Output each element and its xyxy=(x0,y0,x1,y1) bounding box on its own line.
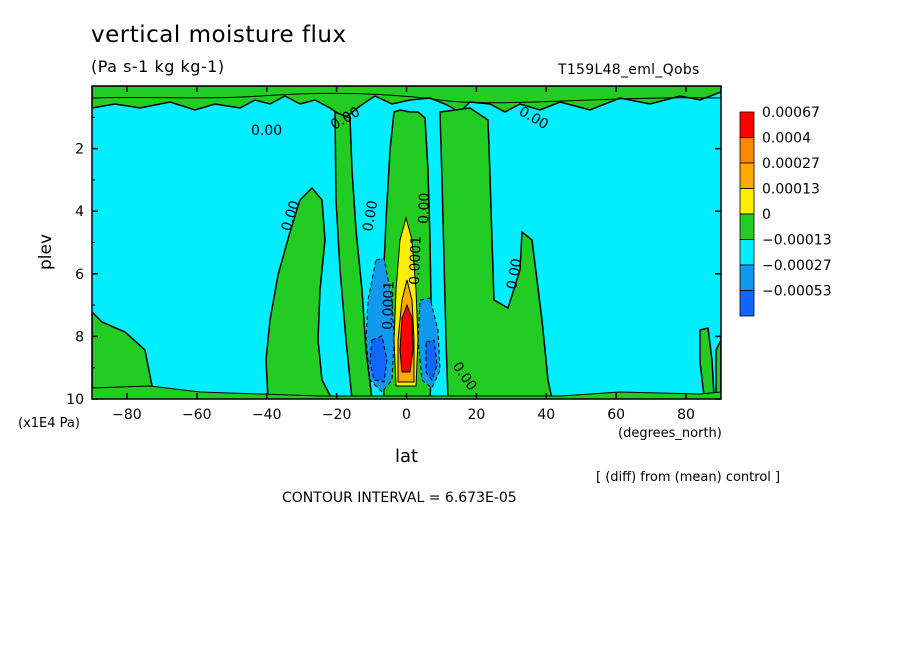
x-tick-label: 60 xyxy=(607,407,625,423)
x-axis-label: lat xyxy=(395,446,419,467)
contour-region-bottom-band xyxy=(92,385,721,399)
x-tick-label: −40 xyxy=(252,407,282,423)
contour-region-right-edge xyxy=(715,339,721,399)
contour-label: 0.00 xyxy=(504,257,525,290)
y-axis-ticks: 2 4 6 8 10 xyxy=(66,116,721,408)
contour-interval-label: CONTOUR INTERVAL = 6.673E-05 xyxy=(282,490,517,506)
x-tick-label: 80 xyxy=(677,407,695,423)
x-axis-ticks: −80 −60 −40 −20 0 20 40 60 80 xyxy=(112,86,695,423)
y-tick-label: 4 xyxy=(75,204,84,220)
legend-label: 0.00027 xyxy=(762,156,820,172)
y-axis-unit: (x1E4 Pa) xyxy=(18,416,80,431)
x-tick-label: −20 xyxy=(322,407,352,423)
legend-label: −0.00027 xyxy=(762,258,832,274)
diff-annotation: [ (diff) from (mean) control ] xyxy=(596,470,781,485)
legend-swatch xyxy=(739,290,755,317)
contour-region-positive-red xyxy=(399,303,414,373)
chart-title: vertical moisture flux xyxy=(91,22,347,48)
contour-label: 0.0001 xyxy=(380,281,398,331)
chart-subtitle-units: (Pa s-1 kg kg-1) xyxy=(91,57,225,76)
y-tick-label: 6 xyxy=(75,267,84,283)
legend-label: 0.0004 xyxy=(762,131,811,147)
y-tick-label: 10 xyxy=(66,392,84,408)
y-tick-label: 2 xyxy=(75,142,84,158)
contour-label: 0.00 xyxy=(416,192,433,224)
legend-swatch xyxy=(739,137,755,164)
contour-region-negative-right-core xyxy=(425,339,438,382)
legend-swatch xyxy=(739,264,755,291)
run-name-label: T159L48_eml_Qobs xyxy=(558,62,700,78)
x-tick-label: 0 xyxy=(402,407,411,423)
legend-label: 0 xyxy=(762,207,771,223)
contour-region-negative-left-core xyxy=(369,335,388,383)
x-tick-label: −80 xyxy=(112,407,142,423)
legend-label: 0.00067 xyxy=(762,105,820,121)
legend-swatch xyxy=(739,188,755,215)
contour-label: 0.00 xyxy=(251,123,282,139)
x-tick-label: 40 xyxy=(537,407,555,423)
contour-label: 0.0001 xyxy=(407,236,425,286)
legend-swatch xyxy=(739,162,755,189)
y-tick-label: 8 xyxy=(75,329,84,345)
legend-swatch xyxy=(739,111,755,138)
contour-line-top xyxy=(92,92,721,104)
legend-swatch xyxy=(739,213,755,240)
legend-label: −0.00053 xyxy=(762,284,832,300)
x-axis-unit: (degrees_north) xyxy=(618,426,722,441)
legend-label: 0.00013 xyxy=(762,182,820,198)
legend-swatch xyxy=(739,239,755,266)
legend-label: −0.00013 xyxy=(762,233,832,249)
x-tick-label: 20 xyxy=(467,407,485,423)
contour-region-right-column xyxy=(439,107,553,399)
color-legend: 0.00067 0.0004 0.00027 0.00013 0 −0.00013 −0.0… xyxy=(739,105,832,317)
x-tick-label: −60 xyxy=(182,407,212,423)
contour-label: 0.00 xyxy=(360,199,381,232)
contour-region-left-column xyxy=(265,186,333,399)
